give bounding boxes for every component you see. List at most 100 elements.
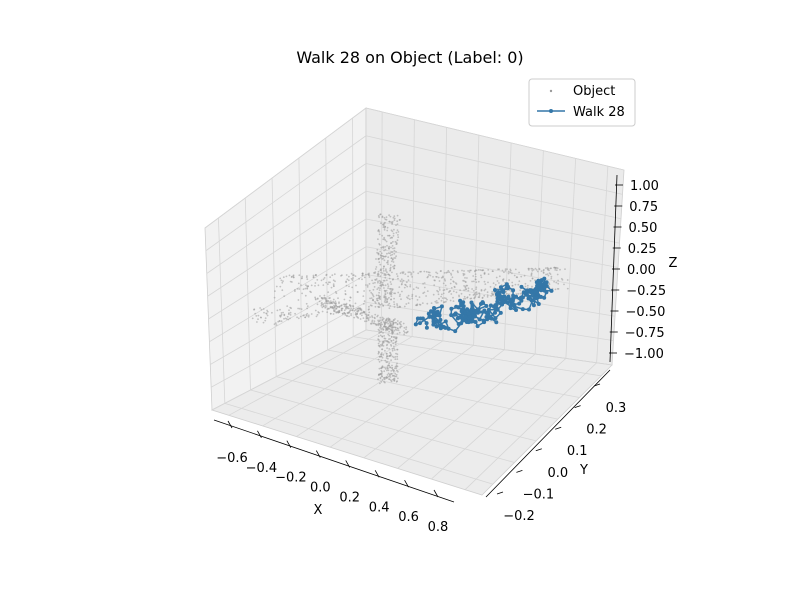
object-point bbox=[381, 246, 384, 249]
object-point bbox=[378, 351, 380, 354]
x-tick-mark bbox=[315, 450, 321, 458]
object-point bbox=[410, 273, 413, 276]
object-point bbox=[399, 218, 401, 221]
object-point bbox=[391, 373, 393, 375]
object-point bbox=[450, 287, 453, 289]
walk-point bbox=[479, 301, 483, 306]
object-point bbox=[391, 253, 394, 256]
grid-line bbox=[206, 163, 367, 274]
object-point bbox=[282, 280, 284, 282]
object-point bbox=[327, 300, 330, 302]
object-point bbox=[298, 274, 301, 277]
walk-point bbox=[496, 290, 501, 295]
object-point bbox=[388, 338, 390, 340]
object-point bbox=[364, 313, 367, 315]
object-point bbox=[429, 274, 432, 277]
object-point bbox=[481, 269, 484, 272]
object-point bbox=[386, 234, 389, 237]
object-point bbox=[289, 317, 291, 320]
object-point bbox=[360, 309, 363, 312]
object-point bbox=[492, 282, 495, 285]
object-point bbox=[399, 293, 401, 296]
object-point bbox=[382, 332, 384, 334]
walk-point bbox=[508, 298, 513, 303]
object-point bbox=[378, 340, 381, 343]
object-point bbox=[381, 234, 384, 237]
object-point bbox=[378, 291, 380, 294]
object-point bbox=[384, 337, 387, 340]
object-point bbox=[337, 297, 339, 300]
grid-line bbox=[503, 142, 512, 350]
grid-line bbox=[365, 274, 616, 317]
object-point bbox=[452, 269, 454, 272]
object-point bbox=[320, 279, 323, 282]
object-point bbox=[392, 216, 395, 219]
object-point bbox=[348, 275, 350, 278]
y-axis-line bbox=[485, 369, 611, 498]
object-point bbox=[389, 269, 392, 271]
object-point bbox=[563, 283, 565, 286]
object-point bbox=[386, 300, 388, 303]
object-point bbox=[417, 287, 420, 289]
object-point bbox=[384, 246, 387, 248]
object-point bbox=[550, 277, 553, 280]
object-point bbox=[387, 319, 390, 322]
object-point bbox=[315, 315, 318, 318]
object-point bbox=[262, 321, 265, 324]
walk-point bbox=[449, 306, 454, 311]
object-point bbox=[506, 268, 508, 270]
object-point bbox=[362, 317, 365, 319]
object-point bbox=[352, 277, 354, 279]
object-point bbox=[385, 218, 388, 221]
object-point bbox=[385, 361, 388, 364]
grid-line bbox=[363, 349, 505, 459]
object-point bbox=[390, 229, 393, 232]
object-point bbox=[390, 345, 393, 347]
object-point bbox=[383, 236, 386, 239]
object-point bbox=[486, 291, 489, 294]
object-point bbox=[304, 294, 307, 297]
object-point bbox=[348, 311, 351, 314]
object-point bbox=[387, 333, 390, 336]
object-point bbox=[396, 332, 399, 335]
object-point bbox=[350, 313, 352, 315]
object-point bbox=[259, 316, 262, 319]
object-point bbox=[391, 331, 393, 334]
object-point bbox=[392, 232, 395, 235]
object-point bbox=[450, 272, 452, 275]
walk-point bbox=[469, 308, 473, 313]
object-point bbox=[338, 301, 340, 303]
object-point bbox=[477, 269, 480, 271]
object-point bbox=[325, 299, 328, 302]
object-point bbox=[378, 367, 381, 370]
object-point bbox=[442, 289, 445, 292]
object-point bbox=[392, 265, 394, 268]
walk-point bbox=[517, 301, 522, 306]
object-point bbox=[345, 274, 348, 276]
object-point bbox=[263, 311, 265, 314]
object-point bbox=[517, 293, 520, 295]
walk-point bbox=[542, 295, 547, 300]
object-point bbox=[378, 261, 381, 264]
object-point bbox=[382, 238, 385, 241]
x-tick-mark bbox=[374, 470, 380, 478]
object-point bbox=[490, 295, 493, 297]
object-point bbox=[324, 304, 327, 307]
object-point bbox=[394, 257, 397, 259]
object-point bbox=[297, 282, 300, 285]
object-point bbox=[566, 279, 569, 281]
object-point bbox=[383, 216, 386, 219]
object-point bbox=[383, 378, 386, 381]
grid-line bbox=[244, 197, 251, 391]
object-point bbox=[542, 272, 545, 274]
object-point bbox=[380, 222, 382, 225]
object-point bbox=[472, 289, 475, 292]
object-point bbox=[438, 289, 441, 291]
object-point bbox=[354, 302, 357, 305]
walk-point bbox=[434, 324, 439, 329]
object-point bbox=[379, 334, 382, 337]
object-point bbox=[435, 300, 438, 302]
object-point bbox=[333, 305, 336, 308]
object-point bbox=[397, 231, 400, 233]
object-point bbox=[340, 309, 343, 311]
